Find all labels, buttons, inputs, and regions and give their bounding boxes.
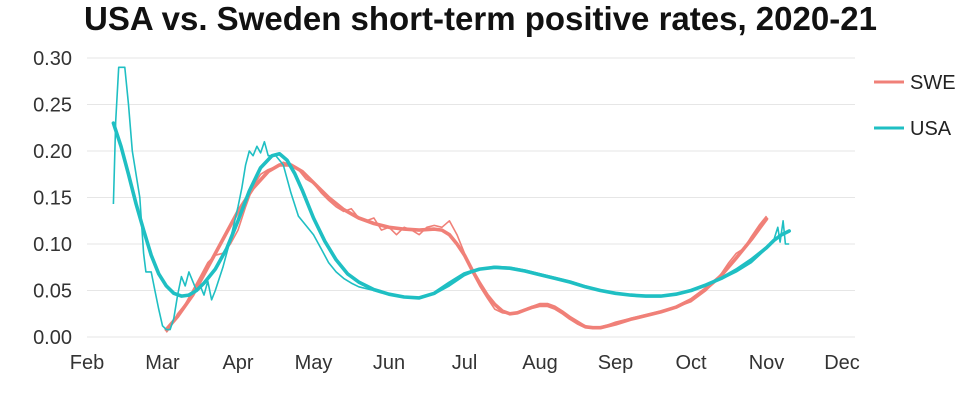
x-tick-label: Mar: [145, 352, 180, 374]
y-tick-label: 0.30: [33, 48, 72, 70]
series-line-smooth-swe: [164, 163, 769, 332]
series-lines: [111, 66, 791, 333]
y-tick-label: 0.25: [33, 95, 72, 117]
x-tick-label: Dec: [824, 352, 860, 374]
x-tick-label: Jun: [373, 352, 405, 374]
legend-label-swe: SWE: [910, 72, 956, 94]
x-tick-label: Sep: [598, 352, 634, 374]
y-tick-label: 0.05: [33, 281, 72, 303]
x-tick-label: Nov: [749, 352, 785, 374]
legend-label-usa: USA: [910, 118, 952, 140]
chart-title: USA vs. Sweden short-term positive rates…: [84, 0, 877, 37]
x-tick-label: Apr: [222, 352, 253, 374]
gridlines: [87, 57, 855, 338]
x-tick-label: Oct: [675, 352, 707, 374]
x-tick-label: Aug: [522, 352, 558, 374]
y-tick-label: 0.10: [33, 234, 72, 256]
y-tick-label: 0.00: [33, 327, 72, 349]
y-tick-label: 0.20: [33, 141, 72, 163]
x-tick-label: May: [295, 352, 333, 374]
x-axis-tick-labels: Feb Mar Apr May Jun Jul Aug Sep Oct Nov Dec: [70, 352, 860, 374]
series-line-smooth-usa: [111, 121, 791, 300]
y-tick-label: 0.15: [33, 188, 72, 210]
x-tick-label: Feb: [70, 352, 104, 374]
legend: SWE USA: [874, 72, 956, 140]
x-tick-label: Jul: [452, 352, 478, 374]
y-axis-tick-labels: 0.00 0.05 0.10 0.15 0.20 0.25 0.30: [33, 48, 72, 349]
